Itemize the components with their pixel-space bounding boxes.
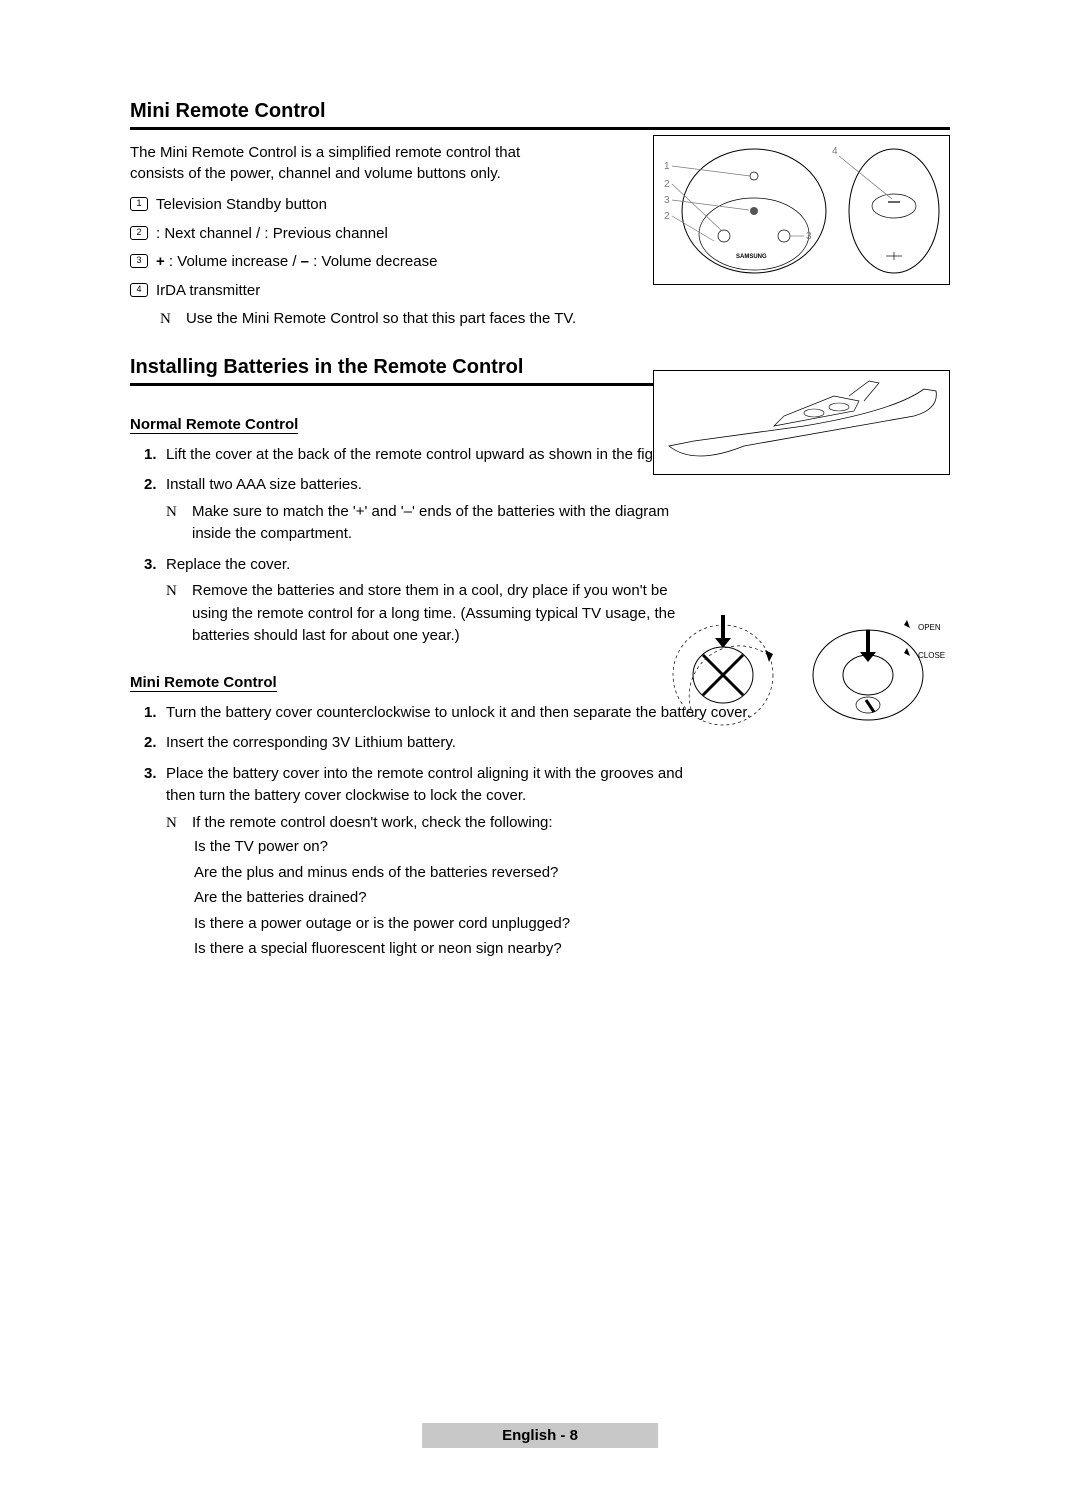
note-mark-icon: N [166,501,180,524]
svg-text:3: 3 [806,231,812,242]
step: Lift the cover at the back of the remote… [144,444,704,467]
feature-text: + : Volume increase / – : Volume decreas… [156,251,437,274]
part-a: : Volume increase / [165,253,301,270]
svg-text:3: 3 [664,195,670,206]
svg-text:OPEN: OPEN [918,623,941,632]
note: N Remove the batteries and store them in… [166,580,704,648]
step-text: Install two AAA size batteries. [166,476,362,493]
step-text: Replace the cover. [166,556,290,573]
step: Replace the cover. N Remove the batterie… [144,554,704,648]
svg-text:2: 2 [664,211,670,222]
feature-num-icon: 1 [130,197,148,211]
note-mark-icon: N [166,812,180,835]
figure-battery-cover: OPEN CLOSE [653,600,950,755]
trouble-item: Is there a special fluorescent light or … [194,936,704,962]
steps-normal: Lift the cover at the back of the remote… [144,444,704,648]
svg-text:1: 1 [664,161,670,172]
step-text: Insert the corresponding 3V Lithium batt… [166,734,456,751]
feature-text: IrDA transmitter [156,280,260,303]
note-text: Remove the batteries and store them in a… [192,580,704,648]
figure-normal-remote [653,370,950,475]
feature-text: : Next channel / : Previous channel [156,223,388,246]
step: Place the battery cover into the remote … [144,763,704,962]
note-text: Make sure to match the '+' and '–' ends … [192,501,704,546]
page-footer: English - 8 [422,1423,658,1448]
part-b: : Previous channel [264,225,387,242]
plus: + [156,253,165,270]
feature-text: Television Standby button [156,194,327,217]
trouble-item: Are the batteries drained? [194,885,704,911]
subsection-heading: Mini Remote Control [130,674,277,692]
note: N Use the Mini Remote Control so that th… [160,308,950,331]
feature-num-icon: 4 [130,283,148,297]
brand-label: SAMSUNG [736,254,767,260]
part-b: : Volume decrease [309,253,437,270]
note: N Make sure to match the '+' and '–' end… [166,501,704,546]
intro-text: The Mini Remote Control is a simplified … [130,142,560,184]
feature-num-icon: 3 [130,254,148,268]
note-mark-icon: N [166,580,180,603]
feature-num-icon: 2 [130,226,148,240]
section-title: Mini Remote Control [130,100,950,130]
step-text: Lift the cover at the back of the remote… [166,446,679,463]
svg-text:2: 2 [664,179,670,190]
figure-mini-remote: SAMSUNG 1 2 3 2 4 3 [653,135,950,285]
feature-item: 4 IrDA transmitter N Use the Mini Remote… [130,280,950,331]
svg-text:4: 4 [832,146,838,157]
note: N If the remote control doesn't work, ch… [166,812,704,835]
trouble-item: Is there a power outage or is the power … [194,911,704,937]
trouble-item: Is the TV power on? [194,834,704,860]
note-text: If the remote control doesn't work, chec… [192,812,553,835]
step-text: Place the battery cover into the remote … [166,765,683,805]
subsection-heading: Normal Remote Control [130,416,298,434]
note-mark-icon: N [160,308,174,331]
note-text: Use the Mini Remote Control so that this… [186,308,576,331]
svg-text:CLOSE: CLOSE [918,651,945,660]
minus: – [301,253,309,270]
troubleshoot-list: Is the TV power on? Are the plus and min… [194,834,704,962]
step: Install two AAA size batteries. N Make s… [144,474,704,546]
part-a: : Next channel / [156,225,260,242]
trouble-item: Are the plus and minus ends of the batte… [194,860,704,886]
